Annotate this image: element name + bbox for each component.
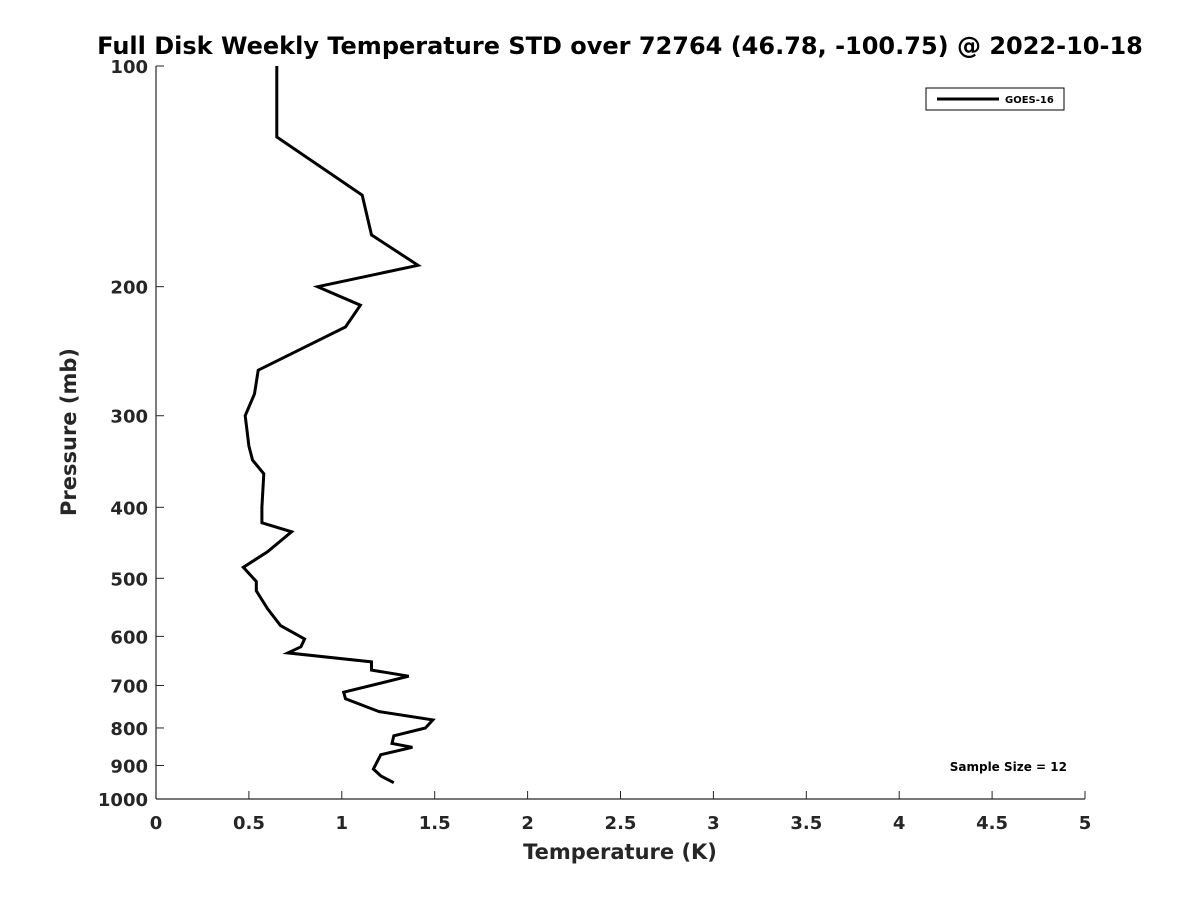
x-tick-label: 0 bbox=[150, 813, 163, 834]
x-tick-label: 2.5 bbox=[605, 813, 637, 834]
series-line-goes-16 bbox=[240, 66, 436, 785]
x-tick-label: 4.5 bbox=[976, 813, 1008, 834]
legend-label-goes-16: GOES-16 bbox=[1005, 95, 1054, 106]
y-tick-label: 1000 bbox=[98, 790, 148, 811]
y-tick-label: 100 bbox=[110, 57, 148, 78]
x-tick-label: 1 bbox=[336, 813, 349, 834]
y-tick-label: 400 bbox=[110, 498, 148, 519]
y-axis-label: Pressure (mb) bbox=[57, 348, 81, 516]
axes: 0 0.5 1 1.5 2 2.5 3 3.5 4 4.5 5 100 200 300 400 500 600 7… bbox=[98, 57, 1091, 834]
x-axis-label: Temperature (K) bbox=[523, 840, 717, 864]
x-tick-label: 5 bbox=[1079, 813, 1092, 834]
y-tick-label: 300 bbox=[110, 407, 148, 428]
x-tick-label: 4 bbox=[893, 813, 906, 834]
y-tick-label: 900 bbox=[110, 756, 148, 777]
x-tick-label: 2 bbox=[521, 813, 534, 834]
y-tick-label: 500 bbox=[110, 569, 148, 590]
x-tick-label: 3.5 bbox=[790, 813, 822, 834]
plot-area bbox=[240, 66, 436, 785]
x-tick-label: 1.5 bbox=[419, 813, 451, 834]
y-tick-label: 600 bbox=[110, 627, 148, 648]
sample-size-annotation: Sample Size = 12 bbox=[950, 760, 1067, 774]
y-tick-label: 700 bbox=[110, 676, 148, 697]
y-tick-label: 800 bbox=[110, 719, 148, 740]
x-tick-label: 3 bbox=[707, 813, 720, 834]
y-tick-label: 200 bbox=[110, 278, 148, 299]
x-tick-label: 0.5 bbox=[233, 813, 265, 834]
legend: GOES-16 bbox=[925, 87, 1065, 111]
chart-title: Full Disk Weekly Temperature STD over 72… bbox=[97, 32, 1143, 60]
